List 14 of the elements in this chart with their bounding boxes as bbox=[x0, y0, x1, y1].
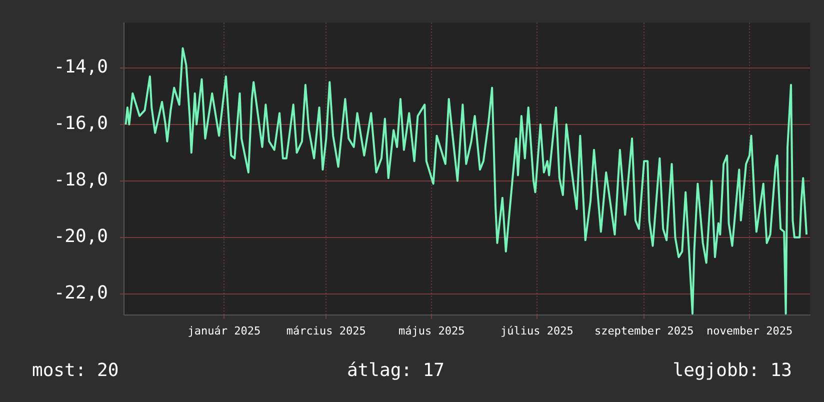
text: átlag: 17 bbox=[346, 360, 445, 381]
y-tick-label: -22,0 bbox=[54, 282, 108, 304]
text: most: 20 bbox=[32, 360, 119, 381]
x-tick-label: január 2025 bbox=[188, 324, 261, 338]
y-tick-label: -14,0 bbox=[54, 56, 108, 78]
y-tick-label: -20,0 bbox=[54, 226, 108, 248]
x-tick-label: július 2025 bbox=[500, 324, 574, 338]
x-tick-label: március 2025 bbox=[286, 324, 366, 338]
y-tick-label: -18,0 bbox=[54, 170, 108, 191]
x-tick-label: november 2025 bbox=[706, 324, 793, 338]
x-tick-label: május 2025 bbox=[398, 324, 465, 338]
x-tick-label: szeptember 2025 bbox=[594, 324, 694, 338]
y-tick-label: -16,0 bbox=[54, 113, 108, 134]
text: legjobb: 13 bbox=[672, 360, 792, 381]
